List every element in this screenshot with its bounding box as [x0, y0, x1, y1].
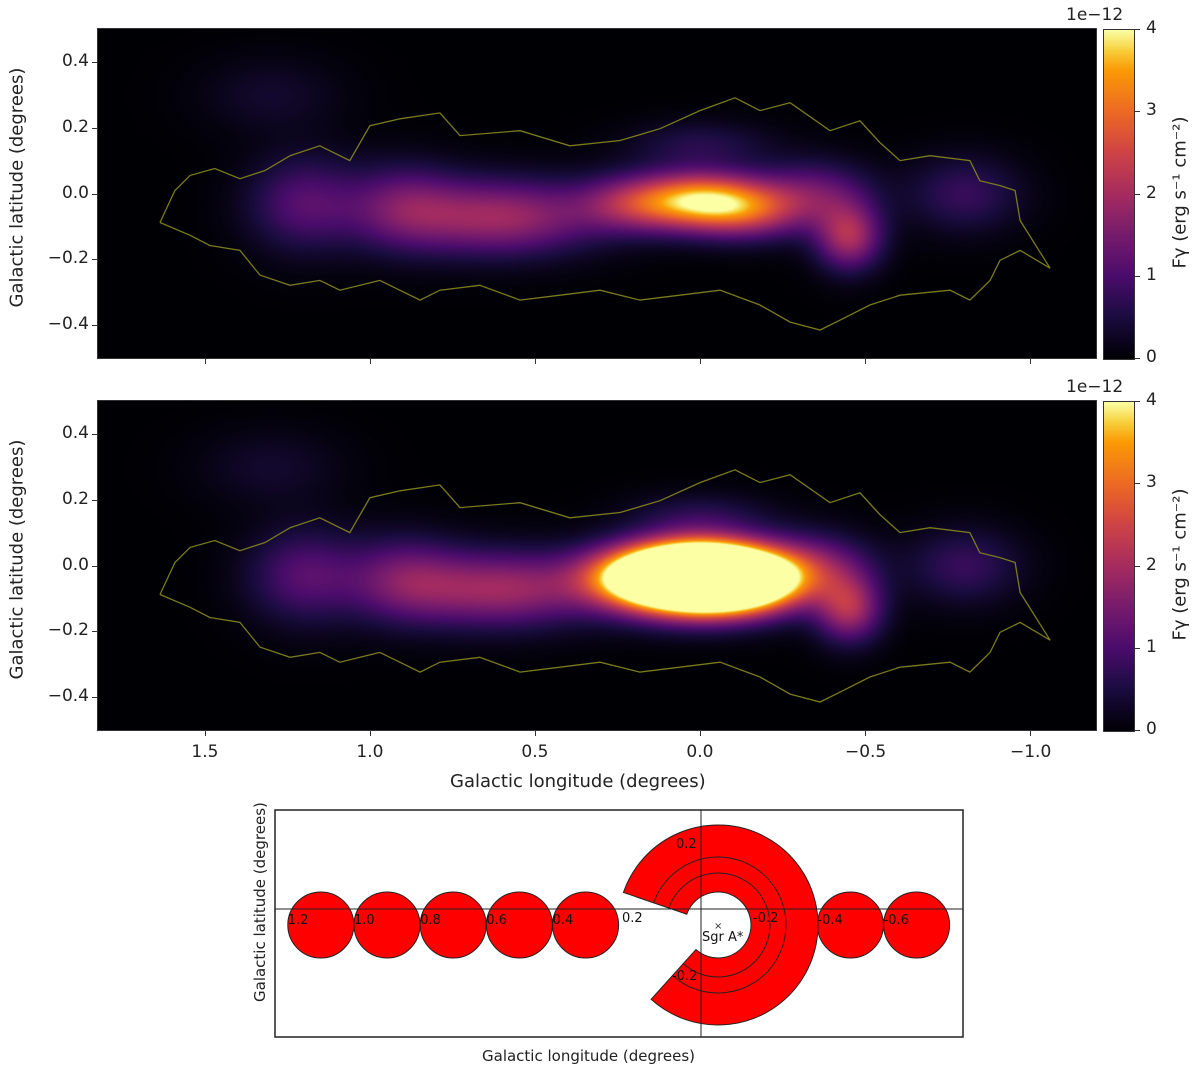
circle-region-label: 1.0 — [354, 913, 375, 928]
colorbar-tick — [1135, 111, 1140, 113]
colorbar-offset-text: 1e−12 — [1066, 377, 1124, 397]
y-tick-label: −0.4 — [47, 314, 89, 335]
colorbar-tick — [1135, 275, 1140, 277]
circle-region-label: 0.4 — [553, 913, 574, 928]
y-tick — [92, 499, 97, 501]
x-tick — [369, 730, 371, 736]
x-tick-label: 1.0 — [356, 742, 384, 762]
x-tick — [1029, 358, 1031, 364]
colorbar-offset-text: 1e−12 — [1066, 5, 1124, 25]
y-tick-label: 0.0 — [61, 554, 89, 575]
x-tick — [864, 358, 866, 364]
x-tick — [204, 730, 206, 736]
sgr-a-marker: × — [714, 921, 722, 932]
y-tick — [92, 193, 97, 195]
y-tick-label: 0.4 — [61, 50, 89, 71]
y-tick — [92, 697, 97, 699]
colorbar-tick — [1135, 483, 1140, 485]
y-tick — [92, 325, 97, 327]
circle-region-label: -0.6 — [884, 913, 909, 928]
annulus-label: 0.2 — [676, 837, 697, 852]
y-tick — [92, 565, 97, 567]
colorbar-tick — [1135, 647, 1140, 649]
y-tick — [92, 433, 97, 435]
colorbar-tick-label: 4 — [1146, 18, 1157, 38]
x-tick — [369, 358, 371, 364]
annulus-label: -0.2 — [672, 969, 697, 984]
gas-contour — [159, 469, 1051, 703]
y-tick — [92, 127, 97, 129]
colorbar-tick-label: 2 — [1146, 182, 1157, 203]
colorbar-tick-label: 1 — [1146, 636, 1157, 657]
y-tick — [92, 631, 97, 633]
colorbar-tick-label: 4 — [1146, 390, 1157, 410]
colorbar — [1103, 401, 1135, 732]
circle-region-label: -0.4 — [817, 913, 842, 928]
y-tick-label: 0.4 — [61, 422, 89, 443]
colorbar-tick — [1135, 358, 1140, 359]
x-tick — [204, 358, 206, 364]
annulus-boundary — [668, 872, 771, 978]
colorbar-tick-label: 3 — [1146, 472, 1157, 493]
annulus-label: 0.2 — [622, 911, 643, 926]
colorbar-tick-label: 1 — [1146, 264, 1157, 285]
y-tick-label: −0.2 — [47, 248, 89, 269]
colorbar-tick — [1135, 730, 1140, 731]
colorbar-tick-label: 0 — [1146, 719, 1157, 739]
x-tick — [699, 730, 701, 736]
circle-region-label: 0.8 — [420, 913, 441, 928]
x-tick-label: −0.5 — [844, 742, 887, 762]
y-tick-label: −0.2 — [47, 620, 89, 641]
y-tick — [92, 61, 97, 63]
x-tick — [534, 730, 536, 736]
colorbar-tick-label: 3 — [1146, 100, 1157, 121]
colorbar-tick — [1135, 193, 1140, 195]
colorbar-tick — [1135, 565, 1140, 567]
x-tick-label: 0.0 — [686, 742, 714, 762]
annulus-label: -0.2 — [753, 911, 778, 926]
x-tick — [534, 358, 536, 364]
colorbar — [1103, 29, 1135, 360]
colorbar-tick — [1135, 29, 1140, 30]
colorbar-tick — [1135, 401, 1140, 402]
x-tick — [1029, 730, 1031, 736]
colorbar-tick-label: 2 — [1146, 554, 1157, 575]
y-tick-label: 0.0 — [61, 182, 89, 203]
x-tick-label: 1.5 — [191, 742, 219, 762]
axes-frame — [97, 28, 1097, 359]
flux-map-top — [98, 29, 1096, 358]
contour-line — [159, 97, 1051, 331]
schematic-x-label: Galactic longitude (degrees) — [482, 1047, 696, 1065]
contour-line — [159, 469, 1051, 703]
axes-frame — [97, 400, 1097, 731]
x-tick — [699, 358, 701, 364]
annulus-boundary — [653, 856, 787, 994]
flux-map-bottom — [98, 401, 1096, 730]
y-tick-label: 0.2 — [61, 488, 89, 509]
x-tick — [864, 730, 866, 736]
sgr-a-label: Sgr A* — [702, 930, 744, 945]
x-tick-label: −1.0 — [1009, 742, 1052, 762]
schematic-y-label: Galactic latitude (degrees) — [251, 802, 269, 1002]
y-tick-label: 0.2 — [61, 116, 89, 137]
circle-region-label: 1.2 — [288, 913, 309, 928]
y-tick-label: −0.4 — [47, 686, 89, 707]
colorbar-tick-label: 0 — [1146, 347, 1157, 367]
gas-contour — [159, 97, 1051, 331]
y-tick — [92, 259, 97, 261]
x-axis-label: Galactic longitude (degrees) — [450, 771, 706, 792]
x-tick-label: 0.5 — [521, 742, 549, 762]
circle-region-label: 0.6 — [486, 913, 507, 928]
